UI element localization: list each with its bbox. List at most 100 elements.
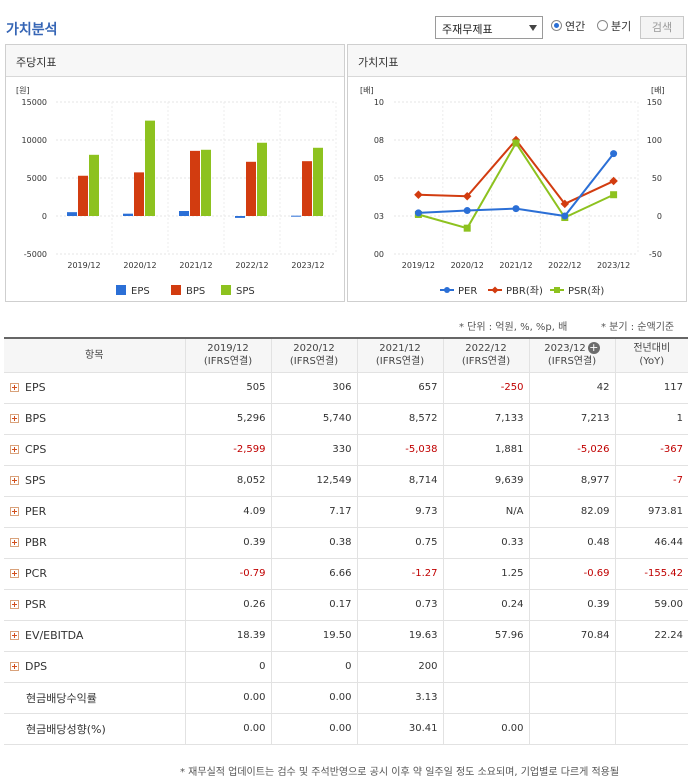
bar-eps: [67, 212, 77, 216]
table-cell: 0: [271, 651, 358, 683]
legend-swatch-bps: [171, 285, 181, 295]
bar-eps: [123, 213, 133, 216]
row-label[interactable]: SPS: [4, 465, 186, 497]
table-cell: 7,133: [443, 403, 530, 435]
table-cell: 0.33: [443, 527, 530, 559]
row-label-text: BPS: [25, 412, 47, 425]
table-cell: 657: [357, 372, 444, 404]
table-header-row: 항목 2019/12 (IFRS연결) 2020/12 (IFRS연결) 2021/…: [4, 338, 688, 373]
row-label-text: EV/EBITDA: [25, 629, 84, 642]
table-row: 현금배당성향(%) 0.00 0.00 30.41 0.00: [4, 713, 688, 745]
row-label[interactable]: EV/EBITDA: [4, 620, 186, 652]
table-cell: 0.00: [185, 682, 272, 714]
header-col-2022: 2022/12 (IFRS연결): [443, 338, 530, 373]
row-label[interactable]: PCR: [4, 558, 186, 590]
table-cell: [443, 682, 530, 714]
table-cell: [615, 682, 688, 714]
table-cell: -0.69: [529, 558, 616, 590]
expand-plus-icon[interactable]: [10, 569, 19, 578]
expand-plus-icon[interactable]: [10, 662, 19, 671]
point-per: [512, 205, 520, 213]
row-label: 현금배당수익률: [4, 682, 186, 714]
y-axis-unit: [원]: [16, 86, 30, 95]
table-cell: -7: [615, 465, 688, 497]
expand-column-icon[interactable]: +: [587, 341, 600, 355]
radio-annual-label[interactable]: 연간: [565, 20, 586, 33]
expand-plus-icon[interactable]: [10, 507, 19, 516]
table-cell: 82.09: [529, 496, 616, 528]
table-cell: 0.39: [529, 589, 616, 621]
radio-quarter[interactable]: [597, 20, 608, 31]
table-cell: 0.00: [443, 713, 530, 745]
table-cell: 5,740: [271, 403, 358, 435]
table-cell: 19.63: [357, 620, 444, 652]
row-label[interactable]: CPS: [4, 434, 186, 466]
x-tick-label: 2019/12: [67, 261, 100, 270]
table-cell: 1: [615, 403, 688, 435]
table-cell: 0.75: [357, 527, 444, 559]
table-cell: 0.00: [271, 713, 358, 745]
table-cell: 0.39: [185, 527, 272, 559]
y-tick-label-right: 0: [657, 212, 662, 221]
legend-label-sps: SPS: [236, 286, 255, 297]
expand-plus-icon[interactable]: [10, 414, 19, 423]
table-cell: 0.00: [185, 713, 272, 745]
per-share-panel-header: 주당지표: [6, 45, 344, 77]
bar-sps: [257, 142, 267, 216]
header-col-2023: 2023/12 + (IFRS연결): [529, 338, 616, 373]
expand-plus-icon[interactable]: [10, 631, 19, 640]
row-label[interactable]: PSR: [4, 589, 186, 621]
legend-marker-per: [444, 287, 450, 293]
x-tick-label: 2021/12: [499, 261, 532, 270]
row-label[interactable]: DPS: [4, 651, 186, 683]
table-cell: -5,026: [529, 434, 616, 466]
table-cell: 6.66: [271, 558, 358, 590]
row-label[interactable]: PER: [4, 496, 186, 528]
row-label[interactable]: PBR: [4, 527, 186, 559]
expand-plus-icon[interactable]: [10, 538, 19, 547]
table-row: EV/EBITDA 18.39 19.50 19.63 57.96 70.84 22.24: [4, 620, 688, 652]
y-tick-label-left: 00: [374, 250, 384, 259]
row-label: 현금배당성향(%): [4, 713, 186, 745]
y-tick-label-right: -50: [649, 250, 662, 259]
search-button[interactable]: 검색: [640, 16, 684, 39]
expand-plus-icon[interactable]: [10, 600, 19, 609]
row-label[interactable]: EPS: [4, 372, 186, 404]
series-line-psr: [418, 141, 615, 230]
table-cell: 7,213: [529, 403, 616, 435]
bar-bps: [78, 175, 88, 216]
point-per: [561, 212, 569, 220]
per-share-panel: 주당지표 [원] 15000 10000 5000 0 -5000 2019/12 2020/…: [5, 44, 345, 302]
table-cell: 973.81: [615, 496, 688, 528]
point-psr: [463, 224, 471, 232]
table-cell: 330: [271, 434, 358, 466]
table-row: PCR -0.79 6.66 -1.27 1.25 -0.69 -155.42: [4, 558, 688, 590]
expand-plus-icon[interactable]: [10, 445, 19, 454]
bar-bps: [302, 161, 312, 216]
table-cell: -2,599: [185, 434, 272, 466]
point-pbr: [560, 199, 570, 209]
table-cell: 505: [185, 372, 272, 404]
row-label-text: 현금배당성향(%): [26, 722, 106, 736]
legend-label-eps: EPS: [131, 286, 150, 297]
point-psr: [512, 139, 520, 147]
radio-quarter-label[interactable]: 분기: [611, 20, 632, 33]
statement-select[interactable]: 주재무제표: [435, 16, 543, 39]
table-cell: 7.17: [271, 496, 358, 528]
row-label-text: SPS: [25, 474, 46, 487]
point-per: [610, 150, 618, 158]
point-pbr: [609, 176, 618, 186]
valuation-table-wrapper: 항목 2019/12 (IFRS연결) 2020/12 (IFRS연결) 2021/…: [4, 337, 688, 745]
radio-annual[interactable]: [551, 20, 562, 31]
statement-select-value: 주재무제표: [442, 23, 493, 36]
table-cell: -367: [615, 434, 688, 466]
x-tick-label: 2022/12: [235, 261, 268, 270]
x-tick-label: 2023/12: [291, 261, 324, 270]
row-label[interactable]: BPS: [4, 403, 186, 435]
header-col-2021: 2021/12 (IFRS연결): [357, 338, 444, 373]
table-cell: 200: [357, 651, 444, 683]
expand-plus-icon[interactable]: [10, 383, 19, 392]
expand-plus-icon[interactable]: [10, 476, 19, 485]
row-label-text: DPS: [25, 660, 48, 673]
